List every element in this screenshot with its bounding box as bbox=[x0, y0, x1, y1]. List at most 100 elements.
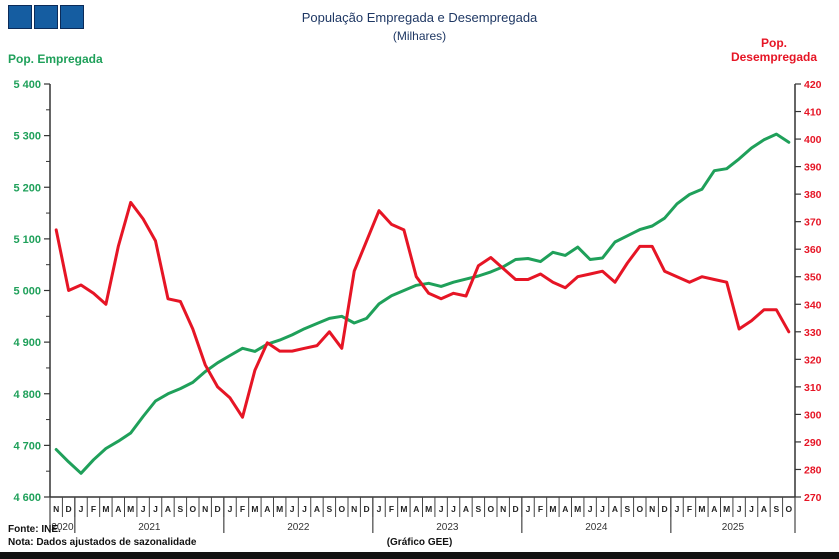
month-letter-label: J bbox=[153, 504, 158, 514]
month-letter-label: S bbox=[178, 504, 184, 514]
month-letter-label: A bbox=[463, 504, 469, 514]
month-letter-label: J bbox=[439, 504, 444, 514]
year-label: 2020 bbox=[51, 522, 74, 533]
right-axis-tick-label: 420 bbox=[804, 79, 822, 91]
month-letter-label: J bbox=[302, 504, 307, 514]
year-label: 2021 bbox=[138, 522, 161, 533]
right-axis-tick-label: 410 bbox=[804, 107, 822, 119]
right-axis-tick-label: 350 bbox=[804, 272, 822, 284]
year-label: 2024 bbox=[585, 522, 608, 533]
month-letter-label: S bbox=[774, 504, 780, 514]
month-letter-label: J bbox=[451, 504, 456, 514]
month-letter-label: A bbox=[562, 504, 568, 514]
bottom-black-bar bbox=[0, 552, 839, 559]
left-axis-tick-label: 5 000 bbox=[13, 286, 41, 298]
left-axis-tick-label: 4 800 bbox=[13, 389, 41, 401]
month-letter-label: M bbox=[276, 504, 283, 514]
year-label: 2023 bbox=[436, 522, 459, 533]
month-letter-label: M bbox=[698, 504, 705, 514]
month-letter-label: O bbox=[338, 504, 345, 514]
month-letter-label: O bbox=[636, 504, 643, 514]
month-letter-label: M bbox=[549, 504, 556, 514]
footer-source: Fonte: INE. bbox=[8, 524, 61, 535]
month-letter-label: D bbox=[364, 504, 370, 514]
footer-note: Nota: Dados ajustados de sazonalidade bbox=[8, 537, 197, 548]
month-letter-label: M bbox=[425, 504, 432, 514]
right-axis-title-line1: Pop. bbox=[761, 36, 787, 50]
month-letter-label: J bbox=[588, 504, 593, 514]
left-axis-tick-label: 5 300 bbox=[13, 131, 41, 143]
year-label: 2022 bbox=[287, 522, 310, 533]
right-axis-tick-label: 330 bbox=[804, 327, 822, 339]
month-letter-label: F bbox=[240, 504, 245, 514]
right-axis-tick-label: 340 bbox=[804, 299, 822, 311]
left-axis-tick-label: 5 200 bbox=[13, 182, 41, 194]
month-letter-label: J bbox=[600, 504, 605, 514]
logo-square-icon bbox=[34, 5, 58, 29]
month-letter-label: J bbox=[141, 504, 146, 514]
year-label: 2025 bbox=[722, 522, 745, 533]
month-letter-label: O bbox=[487, 504, 494, 514]
left-axis-tick-label: 5 400 bbox=[13, 79, 41, 91]
month-letter-label: A bbox=[612, 504, 618, 514]
left-axis-tick-label: 4 600 bbox=[13, 492, 41, 504]
month-letter-label: J bbox=[526, 504, 531, 514]
month-letter-label: J bbox=[675, 504, 680, 514]
month-letter-label: S bbox=[327, 504, 333, 514]
month-letter-label: J bbox=[749, 504, 754, 514]
month-letter-label: S bbox=[476, 504, 482, 514]
month-letter-label: N bbox=[53, 504, 59, 514]
month-letter-label: J bbox=[79, 504, 84, 514]
logo-square-icon bbox=[8, 5, 32, 29]
month-letter-label: O bbox=[785, 504, 792, 514]
right-axis-tick-label: 400 bbox=[804, 134, 822, 146]
month-letter-label: N bbox=[649, 504, 655, 514]
left-axis-tick-label: 4 900 bbox=[13, 337, 41, 349]
right-axis-tick-label: 310 bbox=[804, 382, 822, 394]
month-letter-label: M bbox=[723, 504, 730, 514]
left-axis-tick-label: 4 700 bbox=[13, 440, 41, 452]
month-letter-label: J bbox=[290, 504, 295, 514]
month-letter-label: M bbox=[102, 504, 109, 514]
left-axis-title: Pop. Empregada bbox=[8, 52, 103, 66]
right-axis-tick-label: 320 bbox=[804, 354, 822, 366]
right-axis-tick-label: 290 bbox=[804, 437, 822, 449]
right-axis-tick-label: 390 bbox=[804, 162, 822, 174]
month-letter-label: O bbox=[189, 504, 196, 514]
footer-credit: (Gráfico GEE) bbox=[386, 537, 453, 548]
left-axis-tick-label: 5 100 bbox=[13, 234, 41, 246]
logo-square-icon bbox=[60, 5, 84, 29]
month-letter-label: A bbox=[711, 504, 717, 514]
month-letter-label: M bbox=[574, 504, 581, 514]
month-letter-label: N bbox=[500, 504, 506, 514]
unemployed-line bbox=[54, 200, 791, 419]
month-letter-label: N bbox=[202, 504, 208, 514]
month-letter-label: A bbox=[314, 504, 320, 514]
month-letter-label: F bbox=[389, 504, 394, 514]
month-letter-label: A bbox=[264, 504, 270, 514]
month-letter-label: A bbox=[413, 504, 419, 514]
month-letter-label: D bbox=[215, 504, 221, 514]
month-letter-label: S bbox=[625, 504, 631, 514]
month-letter-label: A bbox=[761, 504, 767, 514]
month-letter-label: D bbox=[66, 504, 72, 514]
month-letter-label: J bbox=[228, 504, 233, 514]
right-axis-tick-label: 360 bbox=[804, 244, 822, 256]
month-letter-label: J bbox=[377, 504, 382, 514]
month-letter-label: D bbox=[662, 504, 668, 514]
month-letter-label: F bbox=[687, 504, 692, 514]
right-axis-tick-label: 300 bbox=[804, 409, 822, 421]
month-letter-label: F bbox=[91, 504, 96, 514]
month-letter-label: M bbox=[127, 504, 134, 514]
right-axis-title: Pop. Desempregada bbox=[714, 36, 834, 64]
month-letter-label: M bbox=[251, 504, 258, 514]
right-axis-tick-label: 380 bbox=[804, 189, 822, 201]
right-axis-tick-label: 370 bbox=[804, 217, 822, 229]
month-letter-label: D bbox=[513, 504, 519, 514]
month-letter-label: F bbox=[538, 504, 543, 514]
right-axis-tick-label: 270 bbox=[804, 492, 822, 504]
chart-title: População Empregada e Desempregada bbox=[301, 10, 538, 25]
right-axis-title-line2: Desempregada bbox=[730, 50, 818, 64]
